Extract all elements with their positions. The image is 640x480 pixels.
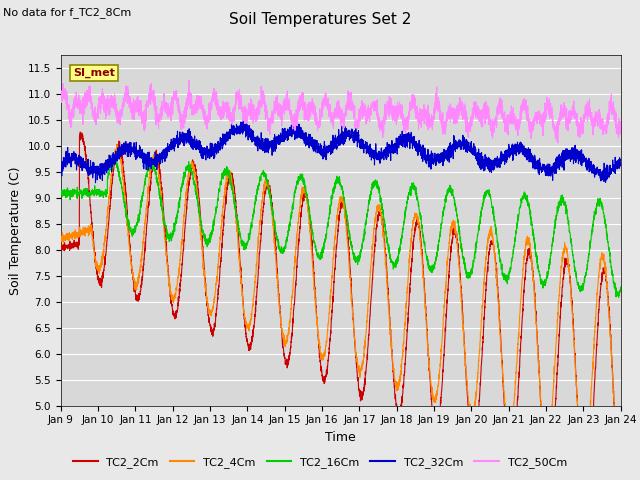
Text: Soil Temperatures Set 2: Soil Temperatures Set 2: [229, 12, 411, 27]
Legend: TC2_2Cm, TC2_4Cm, TC2_16Cm, TC2_32Cm, TC2_50Cm: TC2_2Cm, TC2_4Cm, TC2_16Cm, TC2_32Cm, TC…: [68, 452, 572, 472]
Text: SI_met: SI_met: [73, 68, 115, 78]
Text: No data for f_TC2_8Cm: No data for f_TC2_8Cm: [3, 7, 131, 18]
Y-axis label: Soil Temperature (C): Soil Temperature (C): [9, 166, 22, 295]
X-axis label: Time: Time: [325, 431, 356, 444]
